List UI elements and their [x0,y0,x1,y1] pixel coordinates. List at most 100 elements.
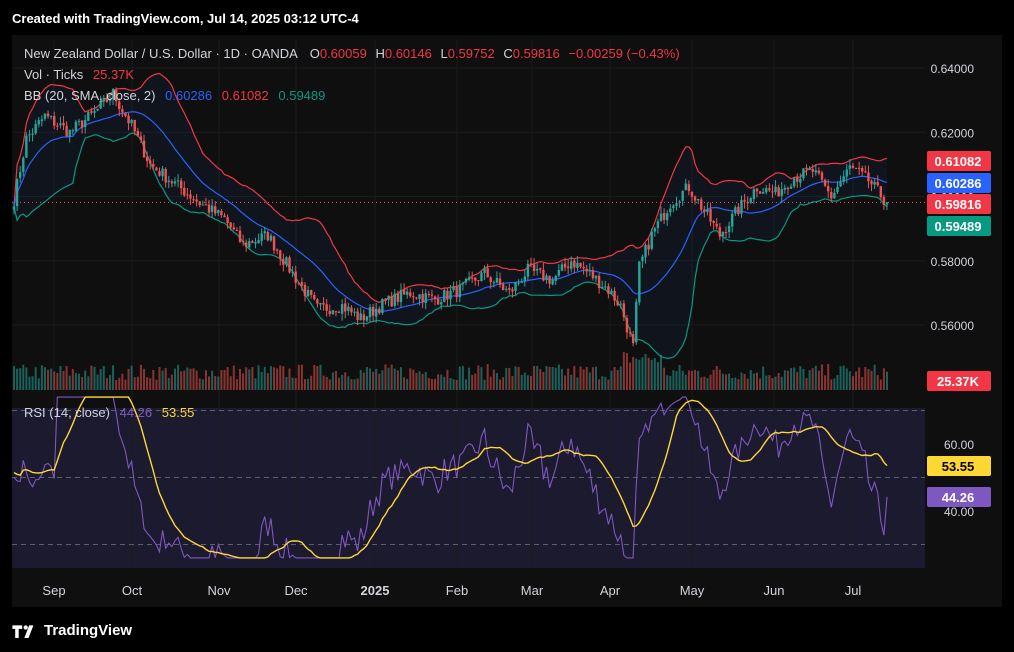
candle-body [628,332,632,334]
candle-body [15,178,19,207]
candle-body [446,290,449,300]
time-axis-label: Jun [764,583,785,598]
close-value: 0.59816 [512,46,560,61]
volume-bar [294,377,297,390]
candle-body [823,179,827,186]
volume-bar [817,370,820,390]
time-axis-label: May [680,583,705,598]
candle-body [418,294,421,299]
volume-bar [734,377,737,390]
volume-bar [851,376,854,390]
tradingview-logo-icon [12,624,34,638]
volume-bar [861,377,864,390]
candle-body [285,257,288,265]
candle-body [576,262,579,269]
candle-body [467,277,471,280]
candle-body [452,286,455,291]
candle-body [777,187,780,197]
candle-body [59,123,62,126]
volume-bar [214,375,217,390]
candle-body [817,170,821,174]
volume-bar [232,365,235,390]
candle-body [526,263,530,277]
tradingview-brand[interactable]: TradingView [12,622,132,639]
candle-body [279,250,282,259]
last-price-label-bg [927,194,991,214]
volume-bar [780,376,783,390]
candle-body [303,284,307,297]
volume-bar [369,368,372,390]
upper-band-price-label: 0.61082 [935,154,982,169]
volume-bar [189,368,192,390]
volume-bar [375,368,378,390]
volume-bar [266,373,269,390]
volume-bar [523,372,526,390]
rsi-legend: RSI (14, close) 44.26 53.55 [24,405,194,420]
volume-bar [136,376,139,390]
candle-body [409,292,412,297]
bb-lower-line [13,132,888,360]
candle-body [65,125,68,137]
candle-body [375,308,378,317]
volume-bar [502,377,505,390]
volume-bar [582,369,585,390]
rsi-price-label: 44.26 [942,490,975,505]
volume-bar [848,371,851,390]
volume-bar [403,377,406,390]
volume-bar [576,377,579,390]
candle-body [703,209,706,212]
volume-bar [378,373,381,390]
volume-bar [285,376,288,390]
volume-bar [105,378,108,390]
volume-bar [121,373,124,390]
close-label: C [503,46,513,61]
candle-body [808,168,811,170]
candle-body [359,313,362,321]
candle-body [483,268,486,274]
volume-bar [560,368,563,390]
candle-body [554,276,557,281]
rsi-axis-tick: 60.00 [944,438,974,452]
volume-bar [675,371,678,390]
candle-body [474,277,477,281]
time-axis-label: Sep [42,583,65,598]
volume-bar [307,378,310,390]
candle-body [647,244,650,250]
volume-bar [480,367,483,390]
volume-bar [155,379,158,390]
volume-bar [37,378,40,390]
candle-body [678,201,681,203]
symbol-title: New Zealand Dollar / U.S. Dollar · 1D · … [24,46,298,61]
volume-bar [604,376,607,390]
volume-bar [13,365,15,390]
candle-body [833,192,836,199]
candle-body [653,228,657,232]
volume-bar [811,368,814,390]
volume-bar [712,369,715,390]
volume-bar [793,367,796,390]
volume-bar [551,366,554,390]
bb-upper-value: 0.61082 [221,88,269,103]
volume-bar [87,376,90,390]
price-axis-tick: 0.56000 [931,319,975,333]
volume-bar [653,358,656,390]
volume-bar [718,369,721,390]
basis-price-label: 0.60286 [935,176,982,191]
volume-bar [644,353,647,390]
candle-body [594,275,598,279]
candle-body [675,203,678,206]
candle-body [789,186,793,189]
rsi-price-label-bg [927,487,991,507]
volume-bar [545,366,548,390]
volume-bar [595,366,597,390]
candle-body [99,100,102,109]
volume-bar [483,379,486,390]
volume-bar [195,370,198,390]
volume-bar [390,364,393,390]
candle-body [371,307,375,316]
candle-body [477,280,480,282]
volume-bar [310,375,313,390]
candle-body [854,168,858,170]
volume-bar [19,368,22,390]
